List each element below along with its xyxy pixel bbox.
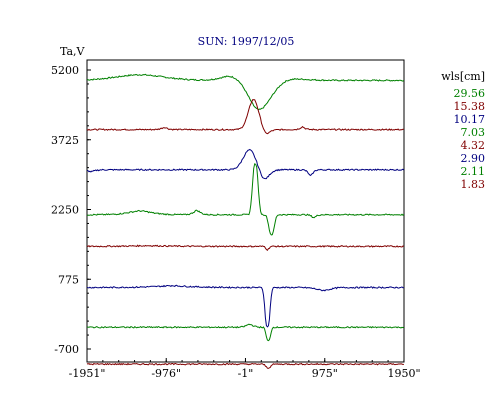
- legend-title: wls[cm]: [441, 70, 485, 83]
- series-line: [86, 284, 404, 328]
- y-tick-label: 2250: [51, 204, 79, 217]
- series-line: [86, 148, 405, 180]
- legend-entry: 7.03: [461, 126, 486, 139]
- legend-entry: 29.56: [454, 87, 486, 100]
- x-tick-label: -1951": [69, 367, 106, 380]
- legend-entry: 2.90: [461, 152, 486, 165]
- y-tick-label: 3725: [51, 134, 79, 147]
- chart-title: SUN: 1997/12/05: [198, 35, 295, 48]
- legend-entry: 1.83: [461, 178, 486, 191]
- series-line: [86, 323, 405, 342]
- legend-entry: 10.17: [454, 113, 486, 126]
- series-line: [86, 99, 404, 135]
- y-tick-label: -700: [54, 343, 79, 356]
- y-tick-label: 775: [58, 273, 79, 286]
- y-axis-label: Ta,V: [60, 45, 86, 58]
- y-tick-label: 5200: [51, 64, 79, 77]
- x-tick-label: -976": [151, 367, 181, 380]
- legend-entry: 4.32: [461, 139, 486, 152]
- series-line: [86, 244, 404, 252]
- series-line: [86, 362, 404, 369]
- legend-entry: 2.11: [461, 165, 486, 178]
- x-tick-label: -1": [238, 367, 254, 380]
- x-tick-label: 975": [312, 367, 338, 380]
- plot-frame: [86, 59, 405, 363]
- x-tick-label: 1950": [387, 367, 420, 380]
- series-line: [86, 163, 405, 236]
- series-line: [86, 73, 405, 111]
- legend-entry: 15.38: [454, 100, 486, 113]
